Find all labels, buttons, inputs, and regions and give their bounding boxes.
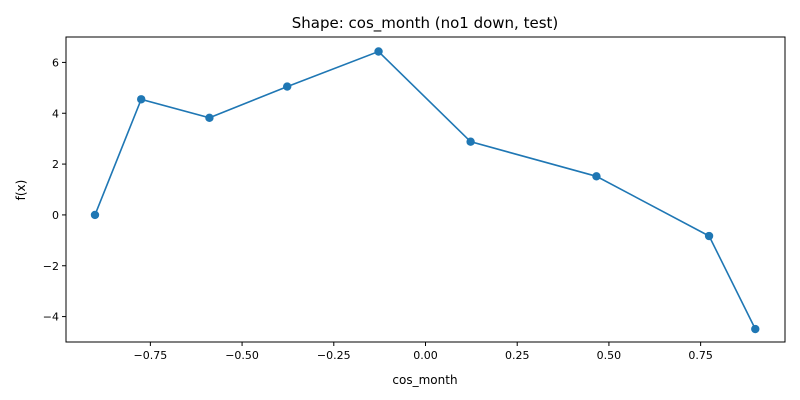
x-tick-label: 0.25 — [505, 349, 530, 362]
data-point — [137, 95, 146, 104]
plot-area-frame — [65, 36, 786, 343]
data-series — [90, 47, 760, 334]
chart-title: Shape: cos_month (no1 down, test) — [292, 14, 559, 33]
y-tick-label: 2 — [52, 158, 59, 171]
data-point — [466, 137, 475, 146]
x-tick-label: 0.00 — [413, 349, 438, 362]
y-tick-label: −4 — [43, 311, 59, 324]
series-line — [94, 50, 757, 330]
x-tick-label: −0.25 — [317, 349, 351, 362]
x-tick-label: −0.75 — [134, 349, 168, 362]
x-axis-label: cos_month — [392, 373, 457, 387]
data-point — [205, 113, 214, 123]
y-tick-label: −2 — [43, 260, 59, 273]
x-axis-ticks: −0.75 −0.50 −0.25 0.00 0.25 0.50 0.75 — [134, 342, 713, 362]
y-tick-label: 6 — [52, 56, 59, 69]
data-point — [90, 210, 100, 220]
x-tick-label: −0.50 — [225, 349, 259, 362]
data-point — [592, 172, 601, 181]
data-point — [704, 231, 714, 241]
data-point — [283, 82, 292, 91]
data-point — [751, 324, 760, 334]
x-tick-label: 0.50 — [597, 349, 622, 362]
y-tick-label: 4 — [52, 107, 59, 120]
y-tick-label: 0 — [52, 209, 59, 222]
data-point — [374, 47, 383, 56]
y-axis-ticks: −4 −2 0 2 4 6 — [43, 56, 66, 324]
y-axis-label: f(x) — [14, 180, 28, 201]
x-tick-label: 0.75 — [688, 349, 713, 362]
